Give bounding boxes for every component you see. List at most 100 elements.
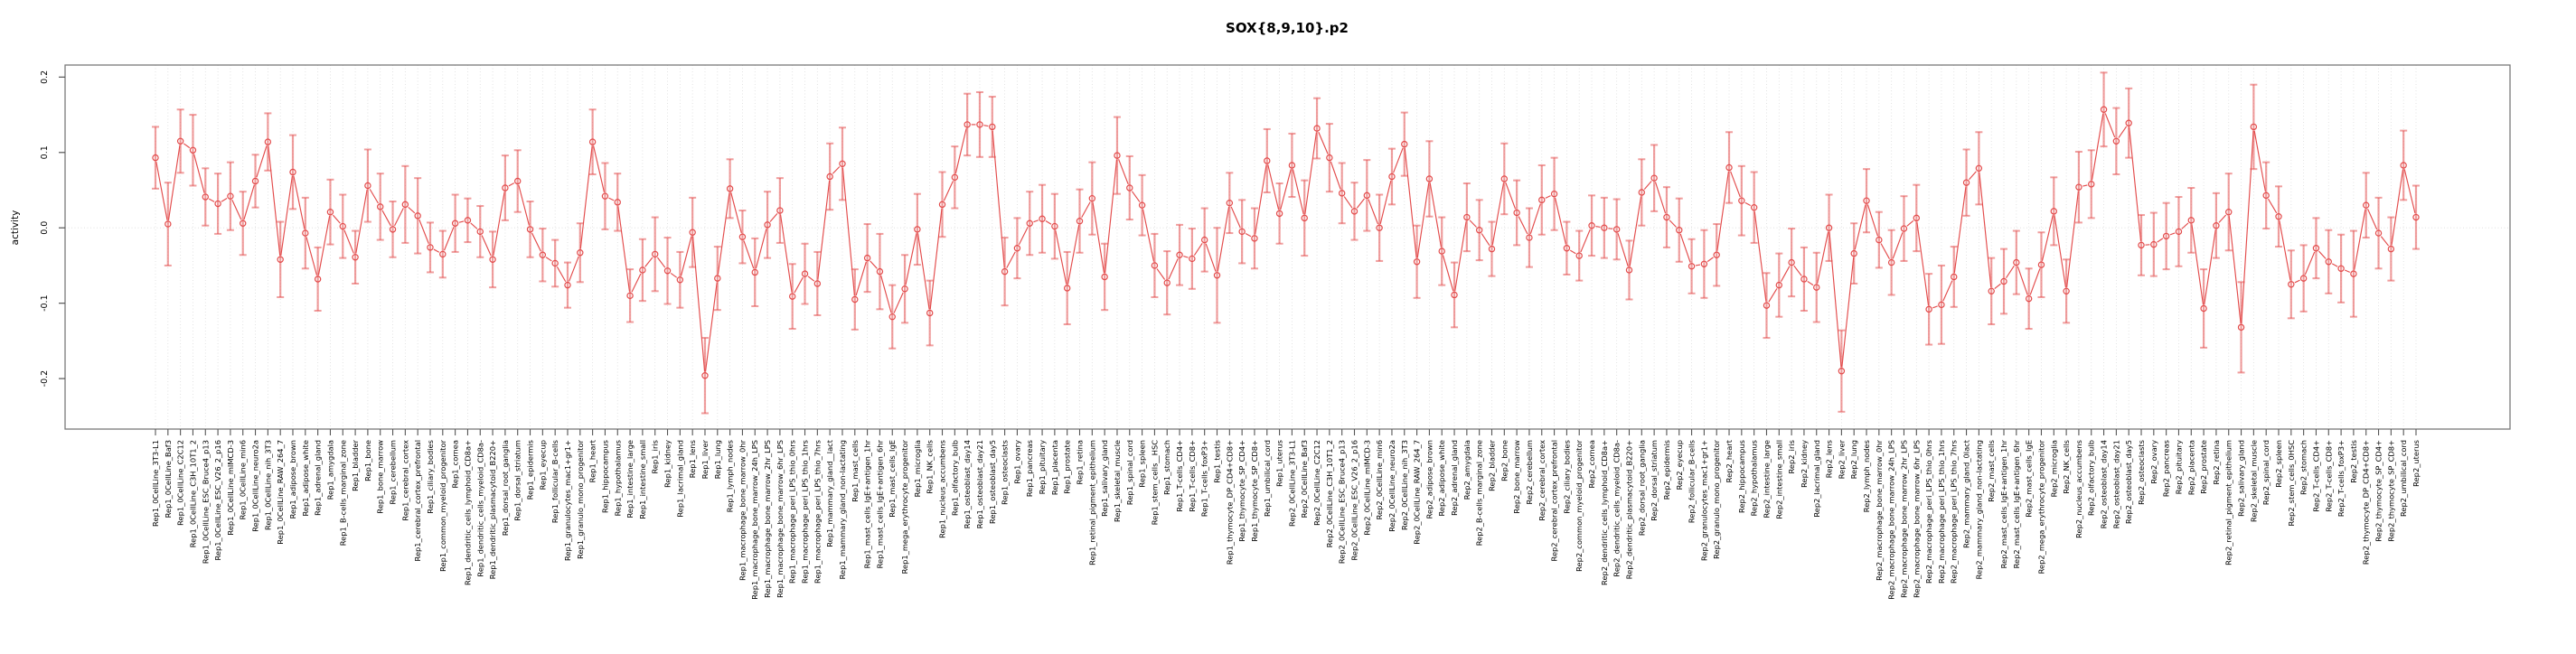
series-segment (1217, 207, 1228, 271)
series-segment (209, 199, 214, 201)
series-segment (1470, 220, 1477, 228)
series-segment (257, 145, 267, 177)
x-tick-label: Rep1_cornea (451, 440, 460, 489)
x-tick-label: Rep1_mast_cells_IgE+antigen_1hr (863, 439, 872, 568)
series-segment (221, 199, 227, 202)
series-segment (1007, 252, 1016, 268)
x-tick-label: Rep1_mega_erythrocyte_progenitor (900, 439, 909, 574)
x-tick-label: Rep2_pituitary (2174, 440, 2183, 494)
series-segment (244, 185, 254, 220)
series-segment (756, 229, 766, 268)
series-segment (2254, 131, 2265, 192)
x-tick-label: Rep1_macrophage_bone_marrow_24h_LPS (750, 440, 759, 600)
y-tick-label: 0.1 (40, 145, 50, 159)
x-tick-label: Rep1_hypothalamus (613, 440, 622, 516)
x-tick-label: Rep2_heart (1725, 439, 1734, 482)
series-segment (1268, 164, 1279, 210)
x-tick-label: Rep2_0CellLine_min6 (1375, 440, 1384, 519)
x-tick-label: Rep2_osteoblast_day14 (2100, 440, 2109, 528)
x-tick-label: Rep1_granulo_mono_progenitor (576, 439, 585, 558)
x-tick-label: Rep1_macrophage_peri_LPS_thio_1hrs (801, 440, 810, 584)
x-tick-label: Rep1_lacrimal_gland (675, 440, 684, 518)
series-segment (1394, 148, 1404, 173)
x-tick-label: Rep2_cerebral_cortex_prefrontal (1550, 440, 1559, 561)
series-segment (2305, 252, 2314, 275)
x-tick-label: Rep1_amygdala (325, 440, 334, 500)
series-segment (1808, 281, 1813, 285)
series-segment (1644, 182, 1651, 190)
x-tick-label: Rep1_dendritic_cells_myeloid_CD8a- (475, 440, 484, 577)
x-tick-label: Rep2_macrophage_peri_LPS_thio_0hrs (1924, 440, 1933, 584)
series-segment (781, 214, 793, 292)
series-segment (1680, 234, 1690, 263)
series-segment (1794, 266, 1801, 276)
series-segment (1943, 281, 1952, 302)
x-tick-label: Rep2_thymocyte_SP_CD4+ (2374, 440, 2383, 542)
x-tick-label: Rep2_macrophage_peri_LPS_thio_1hrs (1937, 440, 1946, 584)
x-tick-label: Rep2_mast_cells_IgE+antigen_1hr (1999, 439, 2008, 568)
x-tick-label: Rep2_0CellLine_RAW_264_7 (1413, 440, 1422, 545)
x-tick-label: Rep1_testis (1213, 440, 1222, 483)
x-tick-label: Rep1_ovary (1012, 440, 1021, 484)
series-segment (992, 131, 1004, 267)
series-segment (1881, 244, 1889, 259)
x-tick-label: Rep1_0CellLine_RAW_264_7 (276, 440, 285, 545)
x-tick-label: Rep2_kidney (1800, 440, 1809, 488)
series-segment (494, 192, 504, 255)
series-segment (2119, 126, 2127, 138)
series-segment (1305, 133, 1317, 214)
series-segment (794, 277, 803, 293)
series-segment (268, 146, 280, 256)
series-segment (693, 237, 705, 372)
series-segment (1481, 233, 1490, 245)
series-segment (955, 128, 966, 173)
series-segment (918, 233, 929, 309)
series-segment (2017, 266, 2027, 295)
x-tick-label: Rep1_nucleus_accumbens (938, 440, 947, 538)
x-tick-label: Rep2_dendritic_cells_lymphoid_CD8a+ (1600, 440, 1609, 585)
x-tick-label: Rep1_stomach (1162, 440, 1171, 495)
series-segment (1183, 257, 1188, 258)
series-segment (2229, 216, 2241, 323)
x-tick-label: Rep2_mega_erythrocyte_progenitor (2036, 439, 2045, 574)
series-segment (1570, 250, 1575, 254)
series-segment (1056, 230, 1067, 285)
x-tick-label: Rep1_follicular_B-cells (550, 440, 559, 523)
x-tick-label: Rep1_0CellLine_Baf3 (164, 440, 173, 518)
x-tick-label: Rep2_bone_marrow (1512, 440, 1521, 514)
x-tick-label: Rep1_B-cells_marginal_zone (338, 440, 347, 546)
series-segment (1368, 200, 1378, 224)
x-tick-labels: Rep1_0CellLine_3T3-L1 Rep1_0CellLine_Baf3… (151, 439, 2421, 599)
x-tick-label: Rep1_granulocytes_mac1+gr1+ (563, 440, 572, 561)
x-tick-label: Rep2_0CellLine_ESC_Bruce4_p13 (1338, 440, 1347, 564)
x-tick-label: Rep1_epidermis (526, 440, 535, 500)
series-segment (344, 230, 353, 254)
series-segment (1169, 258, 1178, 279)
series-segment (1842, 257, 1854, 367)
series-segment (1206, 244, 1216, 272)
x-tick-label: Rep1_bone_marrow (376, 440, 385, 514)
series-segment (706, 283, 718, 372)
series-segment (1855, 205, 1866, 250)
x-tick-label: Rep1_thymocyte_DP_CD4+CD8+ (1225, 440, 1234, 565)
series-segment (2158, 238, 2163, 242)
series-segment (1246, 234, 1251, 237)
x-tick-label: Rep2_macrophage_bone_marrow_2hr_LPS (1899, 440, 1908, 598)
x-tick-label: Rep1_bone (363, 440, 372, 481)
x-tick-label: Rep1_uterus (1275, 440, 1284, 487)
x-tick-label: Rep2_salivary_gland (2237, 440, 2246, 517)
series-segment (1455, 221, 1466, 291)
series-segment (1932, 306, 1937, 308)
series-segment (894, 293, 903, 313)
series-segment (482, 236, 491, 257)
x-tick-label: Rep1_osteoblast_day14 (963, 440, 972, 528)
x-tick-label: Rep1_common_myeloid_progenitor (438, 439, 447, 572)
x-tick-label: Rep1_mast_cells_IgE+antigen_6hr (875, 439, 884, 568)
x-tick-label: Rep1_0CellLine_3T3-L1 (151, 440, 160, 527)
series-segment (1581, 229, 1590, 252)
series-segment (671, 273, 677, 277)
x-tick-label: Rep1_dendritic_plasmacytoid_B220+ (488, 440, 497, 579)
series-segment (1518, 217, 1528, 234)
series-segment (232, 200, 241, 220)
x-tick-label: Rep1_macrophage_peri_LPS_thio_0hrs (788, 440, 797, 584)
